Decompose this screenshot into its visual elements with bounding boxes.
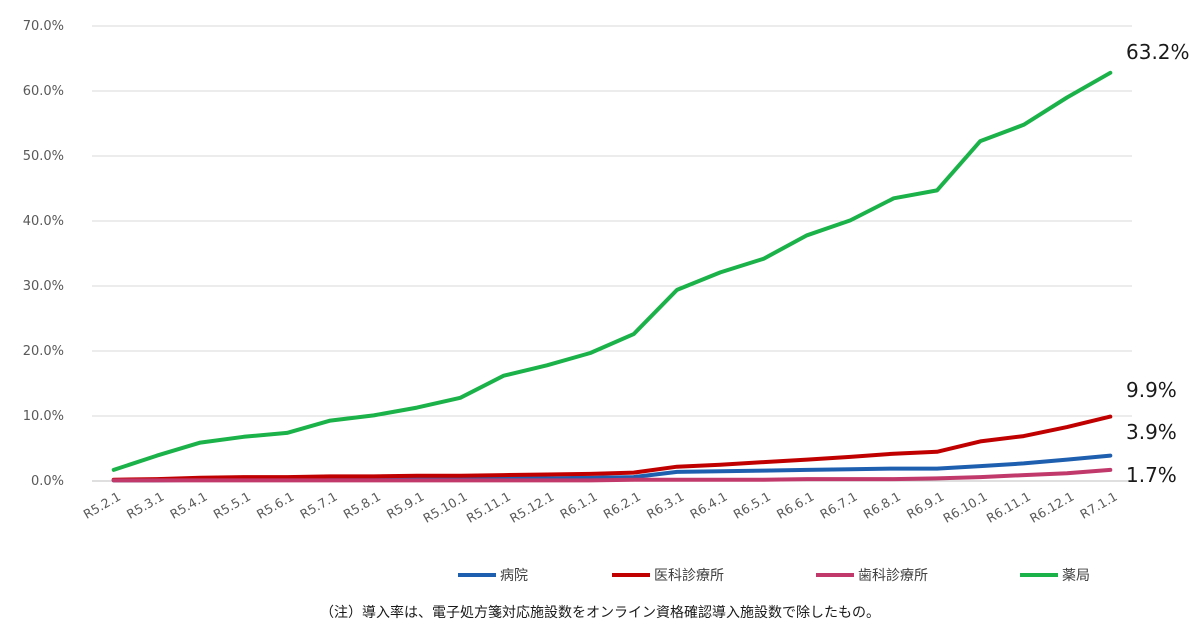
x-tick-label: R6.5.1 — [731, 489, 774, 522]
end-value-label: 63.2% — [1126, 40, 1190, 64]
end-labels: 3.9% 9.9% 1.7% 63.2% — [1126, 40, 1190, 487]
legend-label: 医科診療所 — [654, 567, 724, 584]
x-tick-label: R6.4.1 — [687, 489, 730, 522]
x-tick-label: R5.11.1 — [464, 489, 513, 526]
x-tick-label: R5.6.1 — [254, 489, 297, 522]
y-tick-label: 30.0% — [23, 279, 64, 294]
series-line-2 — [111, 414, 1113, 482]
x-tick-label: R5.3.1 — [124, 489, 167, 522]
x-tick-label: R5.9.1 — [384, 489, 427, 522]
x-tick-label: R6.7.1 — [817, 489, 860, 522]
y-tick-label: 70.0% — [23, 19, 64, 34]
x-tick-label: R6.9.1 — [904, 489, 947, 522]
x-tick-label: R5.5.1 — [211, 489, 254, 522]
x-tick-label: R5.10.1 — [420, 489, 469, 526]
end-value-label: 9.9% — [1126, 378, 1177, 402]
y-tick-label: 10.0% — [23, 409, 64, 424]
y-tick-label: 20.0% — [23, 344, 64, 359]
x-tick-label: R6.6.1 — [774, 489, 817, 522]
legend-label: 病院 — [500, 568, 528, 584]
x-tick-label: R6.1.1 — [557, 489, 600, 522]
x-tick-label: R6.8.1 — [861, 489, 904, 522]
legend: 病院 医科診療所 歯科診療所 薬局 — [458, 567, 1090, 584]
x-tick-label: R6.10.1 — [940, 489, 989, 526]
series-line-4 — [111, 70, 1113, 472]
x-tick-label: R6.11.1 — [984, 489, 1033, 526]
y-tick-label: 60.0% — [23, 84, 64, 99]
y-tick-label: 50.0% — [23, 149, 64, 164]
y-tick-label: 40.0% — [23, 214, 64, 229]
y-tick-label: 0.0% — [31, 474, 64, 489]
x-tick-label: R5.7.1 — [297, 489, 340, 522]
x-tick-label: R6.12.1 — [1027, 489, 1076, 526]
legend-label: 薬局 — [1062, 568, 1090, 584]
x-axis-ticks: R5.2.1 R5.3.1 R5.4.1 R5.5.1 R5.6.1 R5.7.1 R5.8… — [81, 489, 1120, 526]
legend-label: 歯科診療所 — [858, 567, 928, 584]
end-value-label: 3.9% — [1126, 420, 1177, 444]
x-tick-label: R7.1.1 — [1077, 489, 1120, 522]
x-tick-label: R5.2.1 — [81, 489, 124, 522]
x-tick-label: R5.12.1 — [507, 489, 556, 526]
footnote: （注）導入率は、電子処方箋対応施設数をオンライン資格確認導入施設数で除したもの。 — [320, 605, 880, 621]
x-tick-label: R6.2.1 — [601, 489, 644, 522]
series-lines — [111, 70, 1113, 483]
series-line-3 — [111, 467, 1113, 483]
y-axis-ticks: 0.0% 10.0% 20.0% 30.0% 40.0% 50.0% 60.0% 70.0% — [23, 19, 64, 489]
gridlines — [92, 25, 1132, 482]
end-value-label: 1.7% — [1126, 463, 1177, 487]
x-tick-label: R5.8.1 — [341, 489, 384, 522]
x-tick-label: R6.3.1 — [644, 489, 687, 522]
x-tick-label: R5.4.1 — [167, 489, 210, 522]
